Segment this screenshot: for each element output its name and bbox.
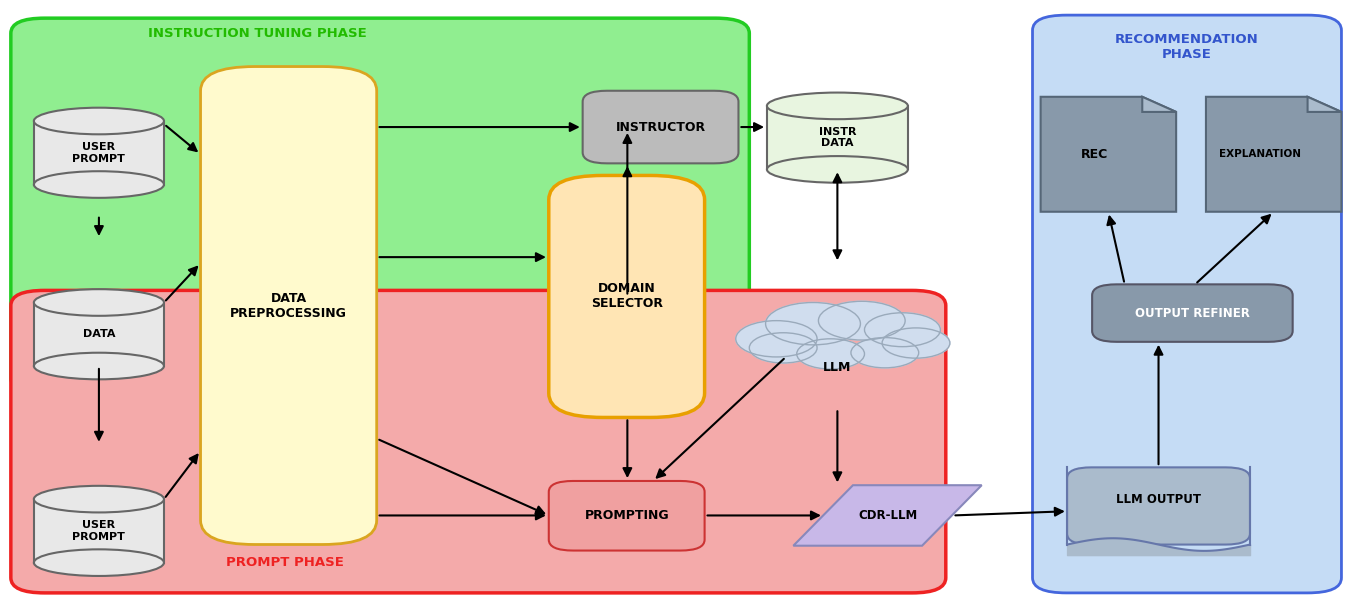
Circle shape: [749, 333, 817, 363]
Circle shape: [736, 321, 817, 357]
FancyBboxPatch shape: [1092, 284, 1293, 342]
Text: RECOMMENDATION
PHASE: RECOMMENDATION PHASE: [1115, 33, 1259, 61]
FancyBboxPatch shape: [201, 67, 377, 544]
Bar: [34, 121, 164, 185]
Circle shape: [818, 301, 905, 340]
Polygon shape: [1206, 97, 1341, 212]
Text: INSTRUCTOR: INSTRUCTOR: [615, 120, 706, 134]
Polygon shape: [1041, 97, 1176, 212]
Text: LLM: LLM: [824, 361, 851, 374]
Ellipse shape: [34, 353, 164, 379]
Polygon shape: [1308, 97, 1341, 112]
Circle shape: [797, 339, 864, 369]
Circle shape: [766, 302, 860, 345]
Text: EXPLANATION: EXPLANATION: [1220, 149, 1301, 159]
Text: PROMPT PHASE: PROMPT PHASE: [226, 556, 343, 569]
FancyBboxPatch shape: [1033, 15, 1341, 593]
Text: REC: REC: [1081, 148, 1108, 161]
FancyBboxPatch shape: [11, 290, 946, 593]
Ellipse shape: [767, 156, 908, 183]
Ellipse shape: [34, 549, 164, 576]
Ellipse shape: [34, 108, 164, 134]
FancyBboxPatch shape: [11, 18, 749, 393]
Bar: [34, 302, 164, 366]
Circle shape: [864, 313, 940, 347]
Text: DOMAIN
SELECTOR: DOMAIN SELECTOR: [591, 283, 663, 310]
Polygon shape: [1142, 97, 1176, 112]
Text: INSTR
DATA: INSTR DATA: [818, 127, 856, 148]
Bar: [34, 499, 164, 563]
FancyBboxPatch shape: [1068, 467, 1249, 544]
Circle shape: [882, 328, 950, 358]
Ellipse shape: [767, 93, 908, 119]
Text: OUTPUT REFINER: OUTPUT REFINER: [1135, 307, 1249, 319]
Ellipse shape: [34, 171, 164, 198]
FancyBboxPatch shape: [549, 481, 705, 551]
Text: CDR-LLM: CDR-LLM: [858, 509, 917, 522]
FancyBboxPatch shape: [549, 175, 705, 417]
Text: DATA
PREPROCESSING: DATA PREPROCESSING: [230, 292, 347, 319]
Bar: [767, 106, 908, 169]
Text: DATA: DATA: [83, 329, 115, 339]
Text: USER
PROMPT: USER PROMPT: [72, 142, 126, 163]
Ellipse shape: [34, 486, 164, 512]
Text: INSTRUCTION TUNING PHASE: INSTRUCTION TUNING PHASE: [148, 27, 367, 40]
FancyBboxPatch shape: [583, 91, 738, 163]
Text: PROMPTING: PROMPTING: [584, 509, 669, 522]
Polygon shape: [794, 485, 981, 546]
Text: LLM OUTPUT: LLM OUTPUT: [1117, 492, 1201, 506]
Text: USER
PROMPT: USER PROMPT: [72, 520, 126, 541]
Ellipse shape: [34, 289, 164, 316]
Circle shape: [851, 338, 919, 368]
